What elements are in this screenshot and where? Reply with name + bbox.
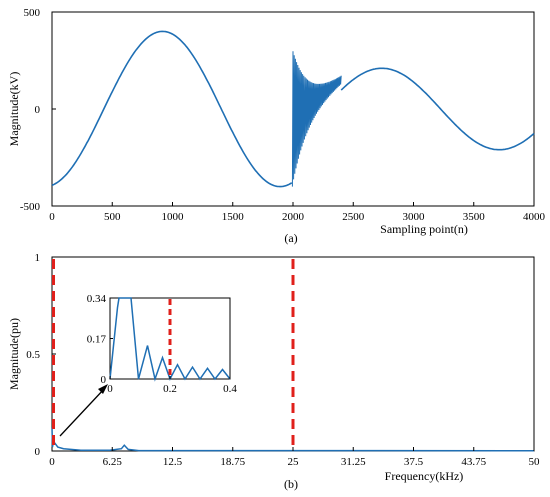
x-tick-label-a: 2500 [342, 211, 365, 223]
x-tick-label-a: 0 [49, 211, 55, 223]
x-tick-label-b: 43.75 [461, 456, 486, 468]
inset-x-tick-label: 0.4 [223, 383, 237, 395]
inset-y-tick-label: 0.17 [87, 334, 107, 346]
x-tick-label-b: 0 [49, 456, 55, 468]
x-tick-label-a: 500 [104, 211, 121, 223]
series-a-transient [292, 51, 341, 186]
x-axis-label-a: Sampling point(n) [380, 222, 468, 236]
ticks-b-group: 0 6.25 12.5 18.75 25 31.25 37.5 43.75 50 1 0.5 0 [26, 252, 540, 468]
x-tick-label-a: 2000 [282, 211, 305, 223]
y-axis-label-b: Magnitude(pu) [7, 318, 21, 390]
x-tick-label-b: 18.75 [220, 456, 245, 468]
y-axis-label-a: Magnitude(kV) [7, 72, 21, 147]
inset-x-tick-label: 0 [107, 383, 113, 395]
series-a-group [52, 31, 534, 186]
inset-plot: 0 0.2 0.4 0.34 0.17 0 [87, 293, 238, 395]
x-tick-label-a: 1000 [162, 211, 185, 223]
x-tick-label-a: 4000 [523, 211, 546, 223]
y-tick-label-a: 500 [24, 7, 41, 19]
panel-b: 0 6.25 12.5 18.75 25 31.25 37.5 43.75 50 1 0.5 0 Ma… [7, 252, 540, 491]
x-tick-label-b: 37.5 [404, 456, 424, 468]
inset-x-tick-label: 0.2 [163, 383, 177, 395]
inset-y-tick-label: 0.34 [87, 293, 107, 305]
y-tick-label-b: 0.5 [26, 349, 40, 361]
x-tick-label-b: 50 [529, 456, 541, 468]
x-tick-label-b: 25 [288, 456, 300, 468]
y-tick-label-a: -500 [20, 201, 41, 213]
panel-a: 0 500 1000 1500 2000 2500 3000 3500 40005000-500… [7, 7, 546, 245]
y-tick-label-b: 1 [35, 252, 41, 264]
x-tick-label-a: 1500 [222, 211, 245, 223]
y-tick-label-a: 0 [35, 104, 41, 116]
series-a-line-2 [341, 68, 534, 149]
inset-y-tick-label: 0 [101, 374, 107, 386]
x-axis-label-b: Frequency(kHz) [385, 469, 464, 483]
x-tick-label-b: 12.5 [163, 456, 183, 468]
callout-arrow [60, 384, 108, 436]
series-a-line-1 [52, 31, 292, 186]
panel-label-b: (b) [284, 477, 298, 491]
y-tick-label-b: 0 [35, 446, 41, 458]
x-tick-label-b: 6.25 [103, 456, 123, 468]
panel-label-a: (a) [284, 231, 297, 245]
x-tick-label-b: 31.25 [341, 456, 366, 468]
